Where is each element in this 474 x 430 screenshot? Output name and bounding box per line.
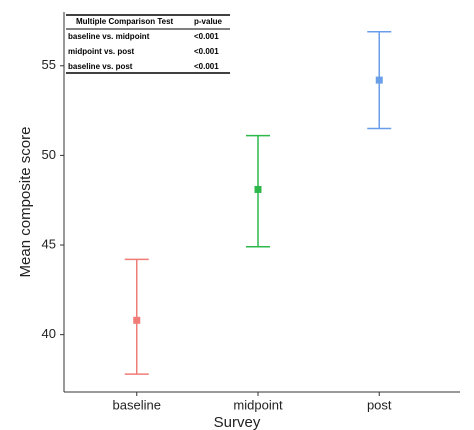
table-cell: <0.001 <box>194 47 219 56</box>
y-tick-label: 55 <box>42 57 56 72</box>
table-cell: baseline vs. midpoint <box>68 32 150 41</box>
x-tick-label: midpoint <box>233 397 283 412</box>
y-axis-label: Mean composite score <box>17 127 34 278</box>
table-cell: baseline vs. post <box>68 62 133 71</box>
y-tick-label: 50 <box>42 147 56 162</box>
mean-point <box>254 185 262 193</box>
x-tick-label: post <box>367 397 392 412</box>
table-cell: midpoint vs. post <box>68 47 135 56</box>
mean-point <box>375 76 383 84</box>
table-cell: <0.001 <box>194 62 219 71</box>
table-cell: <0.001 <box>194 32 219 41</box>
x-axis-label: Survey <box>214 414 261 430</box>
y-tick-label: 40 <box>42 326 56 341</box>
error-bar <box>124 258 149 375</box>
table-header: Multiple Comparison Test <box>76 17 174 26</box>
mean-point <box>133 316 141 324</box>
x-tick-label: baseline <box>113 397 161 412</box>
y-tick-label: 45 <box>42 236 56 251</box>
table-header: p-value <box>194 17 223 26</box>
